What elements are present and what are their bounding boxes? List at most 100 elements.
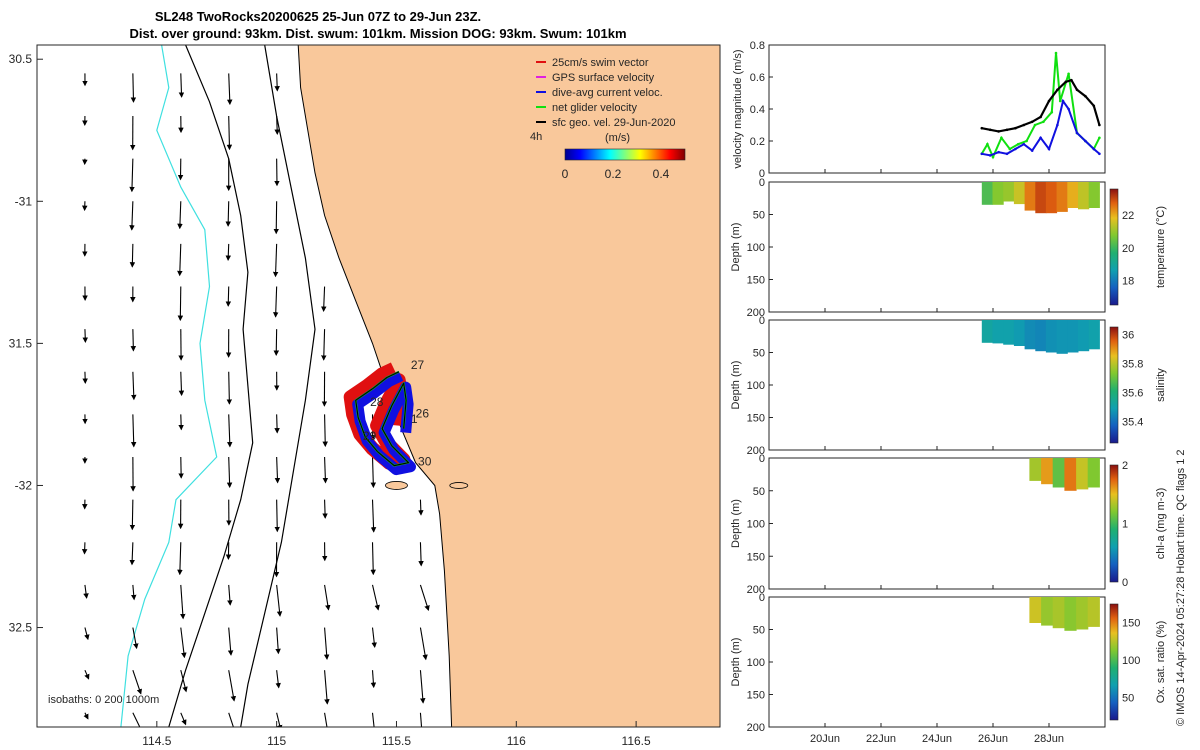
heatmap-cell	[1064, 597, 1077, 631]
map-x-tick-label: 116	[507, 734, 526, 748]
geostrophic-arrow	[321, 329, 327, 361]
heatmap-cell	[1045, 320, 1058, 353]
y-tick-label: 200	[747, 307, 765, 319]
geostrophic-arrow	[132, 712, 141, 727]
geostrophic-arrow	[226, 116, 233, 151]
map-x-tick-label: 114.5	[142, 734, 171, 748]
speed-colorbar	[564, 148, 686, 161]
geostrophic-arrow	[324, 712, 328, 727]
velocity-point	[1039, 136, 1042, 140]
depth-axis-label: Depth (m)	[730, 499, 742, 548]
geostrophic-arrow	[274, 457, 281, 484]
heatmap-cell	[1056, 182, 1068, 212]
velocity-point	[1075, 88, 1079, 92]
y-tick-label: 0	[759, 453, 765, 465]
depth-axis-label: Depth (m)	[730, 223, 742, 272]
geostrophic-arrow	[132, 669, 142, 695]
geostrophic-arrow	[227, 584, 233, 606]
velocity-point	[997, 130, 1000, 133]
y-tick-label: 200	[747, 584, 765, 596]
map-y-tick-label: -31	[15, 194, 33, 208]
map-panel: 114.5 115 115.5 116 116.530.5-3131.5-3232.5 …	[9, 44, 721, 748]
velocity-point	[1030, 149, 1034, 152]
geostrophic-arrow	[274, 73, 280, 92]
geostrophic-arrow	[321, 286, 327, 312]
heatmap-cell	[992, 320, 1004, 344]
geostrophic-arrow	[84, 627, 90, 641]
velocity-point	[1022, 123, 1026, 127]
heatmap-cell	[1064, 458, 1077, 491]
velocity-point	[1092, 104, 1096, 108]
geostrophic-arrow	[180, 627, 187, 659]
panel-frame	[768, 44, 1106, 174]
colorbar-tick-label: 36	[1122, 329, 1134, 341]
geostrophic-arrow	[370, 499, 377, 533]
geostrophic-arrow	[129, 158, 135, 193]
geostrophic-arrow	[226, 73, 233, 106]
colorbar-tick-label: 2	[1122, 460, 1128, 472]
velocity-point	[1054, 51, 1058, 55]
velocity-point	[1067, 72, 1070, 76]
map-x-tick-label: 116.5	[622, 734, 651, 748]
day-label: 30	[418, 455, 432, 469]
geostrophic-arrow	[276, 584, 283, 617]
heatmap-cell	[981, 320, 993, 343]
geostrophic-arrow	[129, 243, 136, 268]
velocity-point	[1084, 139, 1087, 143]
velocity-point	[980, 152, 984, 156]
panel-chl-a: 0 50 100 150 200 Depth (m) 0 1 2 chl-a (mg m-3)	[730, 453, 1167, 596]
velocity-point	[988, 154, 992, 157]
map-y-tick-label: -32	[15, 478, 33, 492]
heatmap-cell	[1078, 182, 1090, 210]
geostrophic-arrow	[130, 371, 137, 401]
heatmap-cell	[1088, 182, 1100, 208]
velocity-point	[1047, 147, 1051, 151]
velocity-point	[1022, 142, 1026, 146]
island	[449, 482, 469, 489]
y-tick-label: 0.8	[750, 40, 765, 52]
speed-colorbar-ticks: 0 0.2 0.4	[562, 167, 670, 181]
legend-label: dive-avg current veloc.	[552, 87, 663, 99]
colorbar	[1109, 188, 1119, 306]
heatmap-cell	[1024, 320, 1036, 350]
legend-label: sfc geo. vel. 29-Jun-2020	[552, 117, 676, 129]
y-tick-label: 100	[747, 519, 765, 531]
y-tick-label: 0.6	[750, 72, 765, 84]
colorbar	[1109, 603, 1119, 721]
colorbar-tick-label: 1	[1122, 519, 1128, 531]
colorbar-tick-label: 150	[1122, 618, 1140, 630]
heatmap-cell	[1052, 458, 1065, 488]
velocity-point	[1056, 88, 1059, 92]
geostrophic-arrow	[419, 584, 430, 612]
geostrophic-arrow	[130, 329, 137, 352]
geostrophic-arrow	[324, 584, 331, 611]
geostrophic-arrow	[323, 627, 330, 660]
heatmap-cell	[1088, 320, 1100, 350]
y-tick-label: 100	[747, 242, 765, 254]
geostrophic-arrow	[83, 712, 89, 720]
y-tick-label: 0	[759, 315, 765, 327]
geostrophic-arrow	[324, 670, 330, 705]
velocity-point	[1050, 110, 1054, 114]
velocity-point	[1014, 126, 1017, 130]
geostrophic-arrow	[370, 457, 377, 489]
colorbar-label: (m/s)	[605, 132, 630, 144]
colorbar-tick-label: 0.2	[605, 167, 622, 181]
heatmap-cell	[1024, 182, 1036, 211]
geostrophic-arrow	[419, 670, 426, 704]
track-day-labels: 27 28 261 29 30	[363, 358, 432, 469]
colorbar	[1109, 326, 1119, 444]
map-legend: 25cm/s swim vector GPS surface velocity di…	[536, 57, 676, 129]
geostrophic-arrow	[226, 457, 233, 489]
figure-title-line2: Dist. over ground: 93km. Dist. swum: 101…	[129, 26, 626, 41]
velocity-point	[1098, 152, 1101, 156]
geostrophic-arrow	[132, 627, 139, 650]
map-axes: 114.5 115 115.5 116 116.5 30.5 -31 31.5 -32 32.5	[9, 52, 651, 748]
heatmap-cell	[1076, 458, 1089, 490]
day-label: 27	[411, 358, 425, 372]
geostrophic-arrow	[180, 712, 187, 726]
geostrophic-arrow	[322, 414, 328, 448]
geostrophic-arrow	[180, 584, 186, 620]
velocity-point	[1033, 123, 1037, 127]
